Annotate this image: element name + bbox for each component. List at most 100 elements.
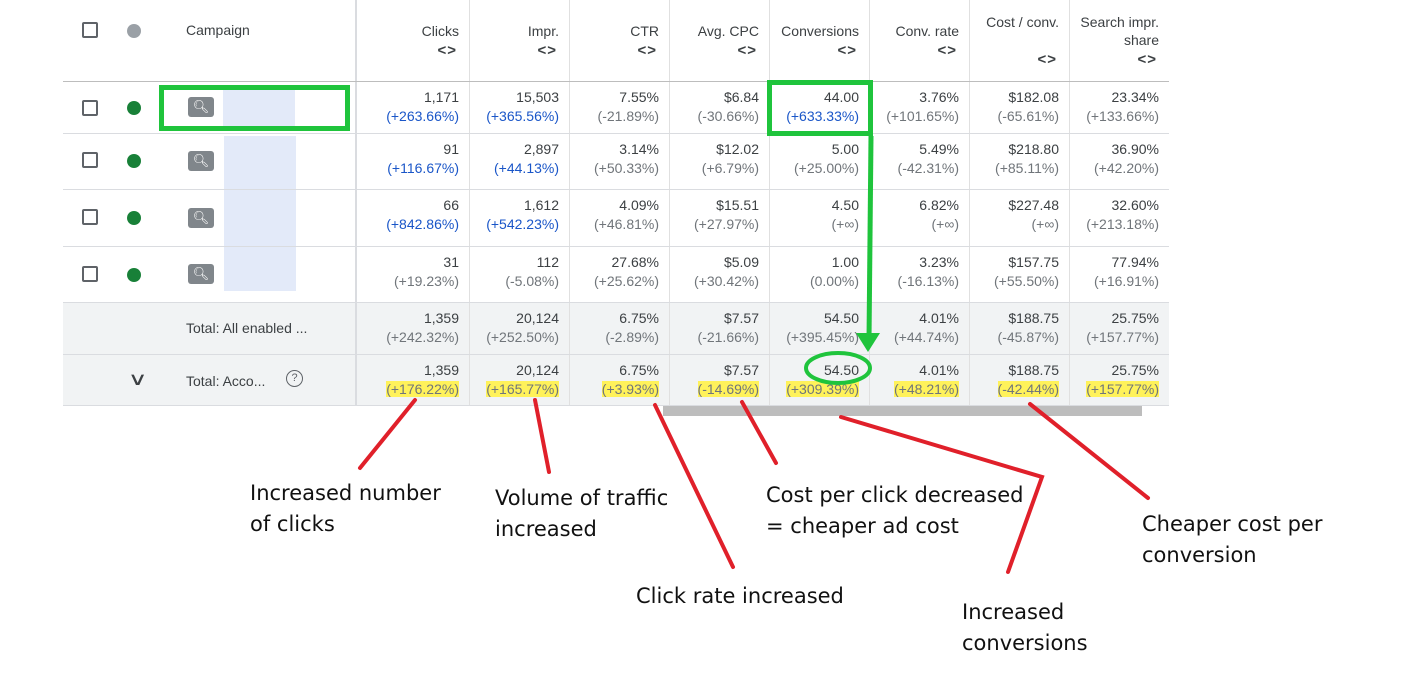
metric-cell: $12.02 (+6.79%) xyxy=(669,134,769,189)
horizontal-scrollbar[interactable] xyxy=(663,406,1142,416)
row-checkbox[interactable] xyxy=(82,100,98,116)
column-header[interactable]: Impr. <> xyxy=(469,0,569,81)
metric-change: (-5.08%) xyxy=(505,273,559,289)
status-header-icon xyxy=(127,24,141,38)
red-line-clicks xyxy=(358,398,417,470)
row-checkbox[interactable] xyxy=(82,209,98,225)
red-line-ctr xyxy=(653,403,735,569)
column-header-label: Conv. rate xyxy=(895,23,959,39)
metric-cell: 6.75% (-2.89%) xyxy=(569,303,669,354)
sort-arrows-icon[interactable]: <> xyxy=(937,42,957,59)
metric-value: 20,124 xyxy=(516,310,559,326)
metric-value: 6.75% xyxy=(619,362,659,378)
metric-cell: 1,171 (+263.66%) xyxy=(355,82,469,133)
metric-value: 7.55% xyxy=(619,89,659,105)
metric-value: 6.82% xyxy=(919,197,959,213)
sort-arrows-icon[interactable]: <> xyxy=(1037,51,1057,68)
row-checkbox[interactable] xyxy=(82,152,98,168)
metric-cell: $157.75 (+55.50%) xyxy=(969,247,1069,302)
metric-change: (+27.97%) xyxy=(694,216,759,232)
metric-change: (+25.00%) xyxy=(794,160,859,176)
total-enabled-label: Total: All enabled ... xyxy=(186,320,308,336)
help-icon[interactable]: ? xyxy=(286,370,303,387)
metric-change: (+252.50%) xyxy=(486,329,559,345)
select-all-checkbox[interactable] xyxy=(82,22,98,38)
column-header[interactable]: Search impr. share <> xyxy=(1069,0,1169,81)
sort-arrows-icon[interactable]: <> xyxy=(637,42,657,59)
search-campaign-icon: 🔍︎ xyxy=(188,97,214,117)
row-checkbox[interactable] xyxy=(82,266,98,282)
metric-value: 77.94% xyxy=(1111,254,1159,270)
column-header[interactable]: CTR <> xyxy=(569,0,669,81)
metric-cell: 4.09% (+46.81%) xyxy=(569,190,669,246)
metric-cell: 31 (+19.23%) xyxy=(355,247,469,302)
column-header-label: Cost / conv. xyxy=(986,14,1059,30)
metric-value: 25.75% xyxy=(1111,362,1159,378)
metric-value: 1,359 xyxy=(423,310,459,326)
status-enabled-icon xyxy=(127,101,141,115)
metric-cell: 20,124 (+165.77%) xyxy=(469,355,569,405)
metric-cell: 6.75% (+3.93%) xyxy=(569,355,669,405)
column-header-label: Impr. xyxy=(527,23,559,39)
metric-change: (+6.79%) xyxy=(701,160,759,176)
status-enabled-icon xyxy=(127,211,141,225)
metric-change: (+3.93%) xyxy=(601,381,659,397)
metric-cell: $6.84 (-30.66%) xyxy=(669,82,769,133)
column-header[interactable]: Clicks <> xyxy=(355,0,469,81)
campaign-header[interactable]: Campaign xyxy=(186,22,250,38)
sort-arrows-icon[interactable]: <> xyxy=(737,42,757,59)
metric-value: 31 xyxy=(443,254,459,270)
conversions-circle xyxy=(804,351,872,385)
sort-arrows-icon[interactable]: <> xyxy=(1137,51,1157,68)
column-header[interactable]: Avg. CPC <> xyxy=(669,0,769,81)
column-header[interactable]: Cost / conv. <> xyxy=(969,0,1069,81)
column-header-label: CTR xyxy=(630,23,659,39)
metric-value: 1,359 xyxy=(423,362,459,378)
metric-cell: 1,359 (+176.22%) xyxy=(355,355,469,405)
metric-change: (+∞) xyxy=(831,216,859,232)
metric-cell: $15.51 (+27.97%) xyxy=(669,190,769,246)
metric-change: (-16.13%) xyxy=(897,273,959,289)
sort-arrows-icon[interactable]: <> xyxy=(537,42,557,59)
metric-value: $188.75 xyxy=(1008,310,1059,326)
metric-change: (-42.44%) xyxy=(997,381,1059,397)
redacted-campaign-name xyxy=(224,190,296,246)
expand-chevron-down-icon[interactable]: ∨ xyxy=(127,369,148,389)
metric-value: $12.02 xyxy=(716,141,759,157)
sort-arrows-icon[interactable]: <> xyxy=(437,42,457,59)
metric-cell: 15,503 (+365.56%) xyxy=(469,82,569,133)
metric-change: (+133.66%) xyxy=(1086,108,1159,124)
metric-cell: 3.14% (+50.33%) xyxy=(569,134,669,189)
redacted-campaign-name xyxy=(223,88,295,128)
table-header: Campaign Clicks <> Impr. <> CTR <> Avg. CPC <> C… xyxy=(63,0,1169,82)
metric-change: (+∞) xyxy=(1031,216,1059,232)
metric-change: (+213.18%) xyxy=(1086,216,1159,232)
metric-cell: 5.00 (+25.00%) xyxy=(769,134,869,189)
metric-change: (+395.45%) xyxy=(786,329,859,345)
metric-change: (+44.74%) xyxy=(894,329,959,345)
metric-change: (+19.23%) xyxy=(394,273,459,289)
metric-cell: $188.75 (-42.44%) xyxy=(969,355,1069,405)
annotation-cpc: Cost per click decreased = cheaper ad co… xyxy=(766,483,1024,538)
annotation-clicks: Increased number of clicks xyxy=(250,481,441,536)
metric-change: (-65.61%) xyxy=(997,108,1059,124)
metric-change: (+842.86%) xyxy=(386,216,459,232)
column-header[interactable]: Conv. rate <> xyxy=(869,0,969,81)
metric-cell: $227.48 (+∞) xyxy=(969,190,1069,246)
metric-change: (-21.66%) xyxy=(697,329,759,345)
red-line-conversions xyxy=(839,415,1045,574)
metric-value: 2,897 xyxy=(523,141,559,157)
metric-value: 3.76% xyxy=(919,89,959,105)
metric-change: (+85.11%) xyxy=(995,160,1059,176)
metric-value: 4.01% xyxy=(919,310,959,326)
metric-cell: 32.60% (+213.18%) xyxy=(1069,190,1169,246)
metric-value: 25.75% xyxy=(1111,310,1159,326)
metric-cell: 20,124 (+252.50%) xyxy=(469,303,569,354)
metric-value: $7.57 xyxy=(723,362,759,378)
metric-change: (+542.23%) xyxy=(486,216,559,232)
table-row: 🔍︎ 1,171 (+263.66%) 15,503 (+365.56%) 7.55% (… xyxy=(63,82,1169,134)
sort-arrows-icon[interactable]: <> xyxy=(837,42,857,59)
column-header[interactable]: Conversions <> xyxy=(769,0,869,81)
metric-change: (+176.22%) xyxy=(386,381,459,397)
